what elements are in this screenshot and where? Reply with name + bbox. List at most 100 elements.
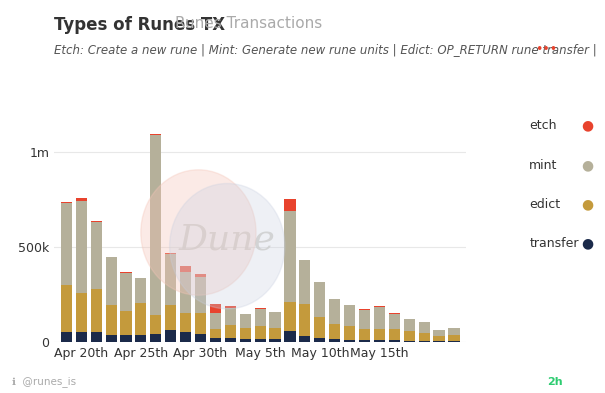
Bar [314, 281, 325, 282]
Bar [374, 307, 385, 329]
Bar [210, 329, 221, 338]
Bar [150, 134, 162, 135]
Bar [433, 336, 445, 341]
Bar [374, 340, 385, 342]
Bar [136, 303, 146, 335]
Bar [448, 328, 460, 336]
Bar [284, 200, 296, 211]
Bar [284, 302, 296, 331]
Bar [419, 322, 430, 333]
Bar [120, 310, 132, 335]
Bar [374, 329, 385, 340]
Bar [224, 325, 236, 338]
Bar [180, 272, 191, 314]
Bar [91, 221, 102, 222]
Bar [224, 308, 236, 325]
Bar [120, 273, 132, 310]
Bar [344, 326, 355, 340]
Bar [419, 333, 430, 341]
Bar [433, 330, 445, 336]
Bar [389, 340, 400, 342]
Bar [389, 329, 400, 340]
Bar [419, 341, 430, 342]
Bar [91, 289, 102, 332]
Bar [136, 278, 146, 303]
Text: ●: ● [581, 197, 593, 211]
Bar [105, 257, 117, 305]
Bar [195, 274, 206, 277]
Bar [329, 324, 340, 339]
Bar [165, 305, 176, 330]
Bar [240, 339, 251, 342]
Bar [210, 314, 221, 329]
Bar [76, 198, 87, 201]
Bar [60, 202, 72, 203]
Bar [433, 341, 445, 342]
Bar [448, 341, 460, 342]
Bar [314, 317, 325, 338]
Bar [269, 339, 281, 342]
Bar [195, 314, 206, 334]
Bar [180, 266, 191, 272]
Bar [224, 338, 236, 342]
Bar [195, 334, 206, 342]
Bar [255, 308, 266, 309]
Bar [359, 340, 370, 342]
Bar [284, 331, 296, 342]
Bar [404, 331, 415, 341]
Bar [448, 336, 460, 341]
Bar [120, 272, 132, 273]
Bar [210, 304, 221, 314]
Bar [404, 341, 415, 342]
Bar [255, 339, 266, 342]
Text: ●: ● [581, 158, 593, 172]
Bar [269, 328, 281, 339]
Bar [60, 332, 72, 342]
Bar [255, 326, 266, 339]
Bar [150, 135, 162, 315]
Text: mint: mint [529, 158, 558, 172]
Text: ℹ  @runes_is: ℹ @runes_is [12, 376, 76, 387]
Bar [105, 335, 117, 342]
Bar [60, 203, 72, 285]
Bar [240, 314, 251, 328]
Bar [255, 309, 266, 326]
Bar [314, 338, 325, 342]
Bar [404, 319, 415, 331]
Bar [60, 285, 72, 332]
Bar [91, 332, 102, 342]
Bar [224, 306, 236, 308]
Text: ●: ● [581, 237, 593, 251]
Bar [180, 332, 191, 342]
Bar [91, 222, 102, 289]
Bar [359, 310, 370, 329]
Bar [76, 292, 87, 332]
Bar [150, 334, 162, 342]
Bar [359, 329, 370, 340]
Bar [329, 299, 340, 324]
Text: ●: ● [581, 119, 593, 133]
Bar [344, 340, 355, 342]
Text: etch: etch [529, 119, 557, 132]
Bar [120, 335, 132, 342]
Text: Etch: Create a new rune | Mint: Generate new rune units | Edict: OP_RETURN rune : Etch: Create a new rune | Mint: Generate… [54, 43, 597, 56]
Bar [210, 338, 221, 342]
Bar [150, 315, 162, 334]
Bar [284, 211, 296, 302]
Bar [299, 260, 310, 304]
Bar [269, 312, 281, 328]
Bar [165, 330, 176, 342]
Bar [299, 336, 310, 342]
Bar [76, 332, 87, 342]
Text: Types of Runes TX: Types of Runes TX [54, 16, 226, 34]
Text: Dune: Dune [179, 222, 276, 256]
Ellipse shape [169, 184, 285, 309]
Bar [165, 253, 176, 305]
Bar [136, 335, 146, 342]
Bar [344, 305, 355, 326]
Bar [76, 201, 87, 292]
Text: •••: ••• [535, 43, 558, 56]
Text: 2h: 2h [547, 377, 563, 387]
Bar [105, 305, 117, 335]
Bar [389, 314, 400, 329]
